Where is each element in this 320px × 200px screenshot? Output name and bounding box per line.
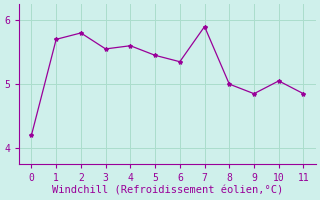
X-axis label: Windchill (Refroidissement éolien,°C): Windchill (Refroidissement éolien,°C) <box>52 186 283 196</box>
